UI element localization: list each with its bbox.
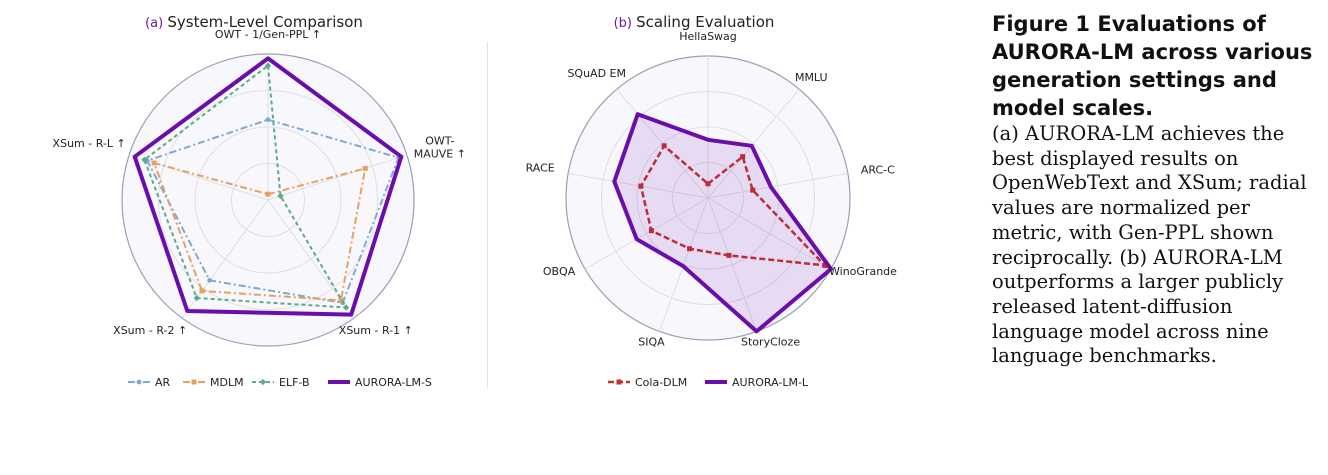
axis-label-3: WinoGrande (829, 265, 897, 278)
axis-label-7: RACE (526, 161, 555, 174)
legend-label: AR (155, 376, 171, 389)
legend-item-aurora-lm-l: AURORA-LM-L (705, 376, 809, 389)
axis-label-line: XSum - R-L ↑ (53, 137, 126, 150)
axis-label-4: StoryCloze (741, 335, 800, 348)
legend-label: Cola-DLM (635, 376, 687, 389)
axis-label-3: XSum - R-2 ↑ (113, 324, 187, 337)
axis-label-1: OWT-MAUVE ↑ (414, 134, 466, 160)
series-mdlm-point-4 (151, 160, 157, 166)
axis-label-line: HellaSwag (679, 30, 737, 43)
panel-title-text: System-Level Comparison (167, 13, 363, 31)
series-cola-dlm-line (639, 144, 827, 267)
axis-label-4: XSum - R-L ↑ (53, 137, 126, 150)
legend-label: ELF-B (279, 376, 310, 389)
axis-label-line: RACE (526, 161, 555, 174)
series-cola-dlm-point-2 (750, 187, 756, 193)
series-ar-point-3 (207, 277, 213, 283)
axis-label-0: HellaSwag (679, 30, 737, 43)
grid-spoke (707, 197, 832, 270)
grid-spoke (267, 154, 408, 201)
grid-spoke (707, 88, 800, 199)
series-cola-dlm-point-7 (638, 183, 644, 189)
series-elf-b-point-2 (342, 304, 350, 311)
legend-swatch-marker (616, 379, 622, 385)
grid-spoke (707, 197, 758, 332)
caption-body: (a) AURORA-LM achieves the best displaye… (992, 122, 1307, 368)
axis-label-line: MAUVE ↑ (414, 147, 466, 160)
legend-label: AURORA-LM-S (355, 376, 432, 389)
grid-spoke (707, 172, 848, 199)
series-aurora-lm-s-line (132, 56, 404, 317)
axis-label-2: XSum - R-1 ↑ (339, 324, 413, 337)
axis-label-1: MMLU (795, 71, 828, 84)
axis-label-0: OWT - 1/Gen-PPL ↑ (215, 28, 321, 41)
axis-label-2: ARC-C (861, 163, 895, 176)
panel-title-text: Scaling Evaluation (636, 13, 774, 31)
series-aurora-lm-l-line (612, 112, 833, 334)
panel-a-system-level-comparison: OWT - 1/Gen-PPL ↑ OWT-MAUVE ↑ XSum - R-1 ↑… (53, 13, 466, 389)
axis-label-line: SQuAD EM (567, 67, 626, 80)
legend-item-ar: AR (128, 376, 171, 389)
chart-title: (b) Scaling Evaluation (614, 13, 775, 31)
axis-label-line: StoryCloze (741, 335, 800, 348)
series-cola-dlm-point-1 (740, 154, 746, 160)
series-cola-dlm-point-8 (661, 143, 667, 149)
legend-swatch-marker (259, 378, 267, 386)
axis-label-line: OWT - 1/Gen-PPL ↑ (215, 28, 321, 41)
axis-label-5: SIQA (638, 335, 665, 348)
series-cola-dlm-point-3 (822, 262, 828, 268)
panel-letter: (b) (614, 16, 637, 31)
axis-label-6: OBQA (543, 265, 576, 278)
legend-item-mdlm: MDLM (183, 376, 244, 389)
figure-caption: Figure 1 Evaluations of AURORA-LM across… (992, 10, 1322, 369)
axis-label-line: OWT- (425, 134, 454, 147)
series-ar-point-0 (265, 117, 271, 123)
series-mdlm-point-3 (199, 288, 205, 294)
series-cola-dlm-point-5 (687, 246, 693, 252)
series-mdlm-point-1 (362, 165, 368, 171)
legend-label: AURORA-LM-L (732, 376, 809, 389)
panel-b-scaling-evaluation: HellaSwag MMLU ARC-C WinoGrande StoryCloze SI… (526, 13, 898, 389)
legend-item-elf-b: ELF-B (252, 376, 310, 389)
legend-label: MDLM (210, 376, 244, 389)
series-mdlm-point-2 (338, 297, 344, 303)
grid-spoke (568, 172, 709, 199)
series-mdlm-line (153, 162, 367, 302)
series-mdlm-point-0 (265, 191, 271, 197)
chart-title: (a) System-Level Comparison (145, 13, 363, 31)
legend-item-aurora-lm-s: AURORA-LM-S (328, 376, 432, 389)
axis-label-line: MMLU (795, 71, 828, 84)
grid-spoke (584, 197, 709, 270)
figure-canvas: OWT - 1/Gen-PPL ↑ OWT-MAUVE ↑ XSum - R-1 ↑… (53, 13, 898, 389)
series-cola-dlm-point-6 (648, 228, 654, 234)
legend-item-cola-dlm: Cola-DLM (608, 376, 687, 389)
series-cola-dlm-point-0 (705, 181, 711, 187)
legend-swatch-marker (136, 379, 142, 385)
axis-label-line: OBQA (543, 265, 576, 278)
series-cola-dlm-point-4 (726, 252, 732, 258)
caption-heading: Figure 1 Evaluations of AURORA-LM across… (992, 12, 1313, 120)
axis-label-line: SIQA (638, 335, 665, 348)
panel-divider (487, 42, 488, 388)
legend-swatch-marker (191, 379, 197, 385)
axis-label-8: SQuAD EM (567, 67, 626, 80)
axis-label-line: WinoGrande (829, 265, 897, 278)
series-elf-b-line (143, 64, 348, 309)
axis-label-line: ARC-C (861, 163, 895, 176)
axis-label-line: XSum - R-1 ↑ (339, 324, 413, 337)
axis-label-line: XSum - R-2 ↑ (113, 324, 187, 337)
panel-letter: (a) (145, 16, 167, 31)
